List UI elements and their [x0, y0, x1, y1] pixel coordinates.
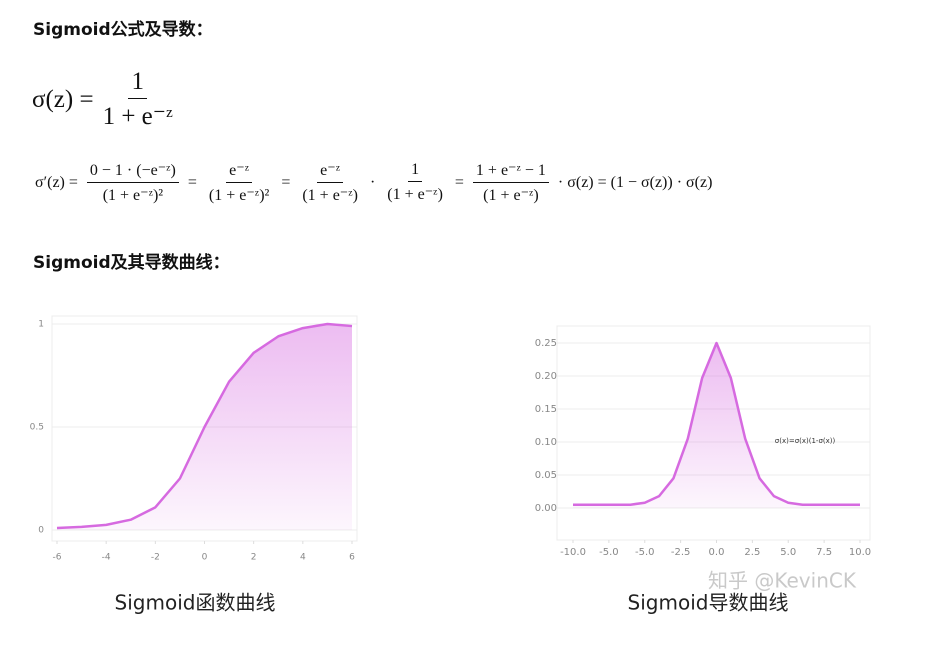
denominator: (1 + e⁻ᶻ) [302, 187, 358, 204]
y-tick-label: 0.05 [535, 470, 557, 481]
x-tick-label: -5.0 [599, 547, 619, 558]
x-tick-label: 0.0 [709, 547, 725, 558]
x-tick-label: -4 [102, 553, 111, 563]
y-tick-label: 0.10 [535, 437, 557, 448]
formula-text: · σ(z) = (1 − σ(z)) · σ(z) [557, 173, 713, 191]
formula: σ(z) = 1 1 + e⁻ᶻ [32, 68, 182, 131]
denominator: (1 + e⁻ᶻ) [387, 186, 443, 203]
watermark: 知乎 @KevinCK [708, 569, 857, 593]
x-tick-label: 2 [251, 553, 257, 563]
denominator: (1 + e⁻ᶻ) [483, 187, 539, 204]
y-tick-label: 0.25 [535, 338, 557, 349]
plot-frame [556, 325, 871, 541]
numerator: 1 [128, 68, 147, 99]
fraction: e⁻ᶻ (1 + e⁻ᶻ) [299, 160, 361, 205]
denominator: (1 + e⁻ᶻ)² [208, 187, 270, 204]
y-tick-label: 0.00 [535, 503, 557, 514]
x-tick-label: 0 [202, 553, 208, 563]
annotation: σ(x)=σ(x)(1-σ(x)) [775, 437, 836, 445]
fraction: 1 + e⁻ᶻ − 1 (1 + e⁻ᶻ) [472, 160, 549, 205]
y-tick-label: 0.5 [30, 423, 44, 433]
x-tick-label: -2.5 [671, 547, 691, 558]
x-tick-label: -2 [151, 553, 160, 563]
fraction: 1 1 + e⁻ᶻ [100, 68, 176, 131]
x-tick-label: 4 [300, 553, 306, 563]
fraction: 0 − 1 · (−e⁻ᶻ) (1 + e⁻ᶻ)² [86, 160, 179, 205]
x-tick-label: 6 [349, 553, 355, 563]
heading: Sigmoid公式及导数： [33, 20, 213, 40]
caption: Sigmoid函数曲线 [115, 591, 276, 615]
y-tick-label: 0.15 [535, 404, 557, 415]
x-tick-label: 10.0 [849, 547, 871, 558]
numerator: 1 + e⁻ᶻ − 1 [472, 160, 549, 183]
formula-text: σ′(z) = [35, 173, 78, 191]
caption: Sigmoid导数曲线 [628, 591, 789, 615]
numerator: 0 − 1 · (−e⁻ᶻ) [86, 160, 179, 183]
x-tick-label: -5.0 [635, 547, 655, 558]
fraction: e⁻ᶻ (1 + e⁻ᶻ)² [206, 160, 272, 205]
denominator: (1 + e⁻ᶻ)² [102, 187, 164, 204]
formula-text: = [454, 173, 464, 191]
formula-text: = [281, 173, 291, 191]
line [573, 341, 860, 506]
formula-text: = [187, 173, 197, 191]
y-tick-label: 0.20 [535, 371, 557, 382]
denominator: 1 + e⁻ᶻ [102, 103, 173, 130]
x-tick-label: 5.0 [780, 547, 796, 558]
y-tick-label: 1 [38, 320, 44, 330]
numerator: e⁻ᶻ [226, 160, 253, 183]
x-tick-label: 2.5 [744, 547, 760, 558]
numerator: 1 [408, 161, 423, 182]
numerator: e⁻ᶻ [317, 160, 344, 183]
x-tick-label: -10.0 [560, 547, 586, 558]
y-tick-label: 0 [38, 526, 44, 536]
formula-text: · [369, 173, 376, 191]
heading: Sigmoid及其导数曲线： [33, 253, 230, 273]
x-tick-label: -6 [53, 553, 62, 563]
formula-lhs: σ(z) = [32, 85, 94, 113]
line [56, 322, 353, 530]
area [573, 343, 860, 508]
fraction: 1 (1 + e⁻ᶻ) [384, 161, 446, 204]
formula: σ′(z) = 0 − 1 · (−e⁻ᶻ) (1 + e⁻ᶻ)² = e⁻ᶻ (1 + … [32, 160, 715, 205]
x-tick-label: 7.5 [816, 547, 832, 558]
